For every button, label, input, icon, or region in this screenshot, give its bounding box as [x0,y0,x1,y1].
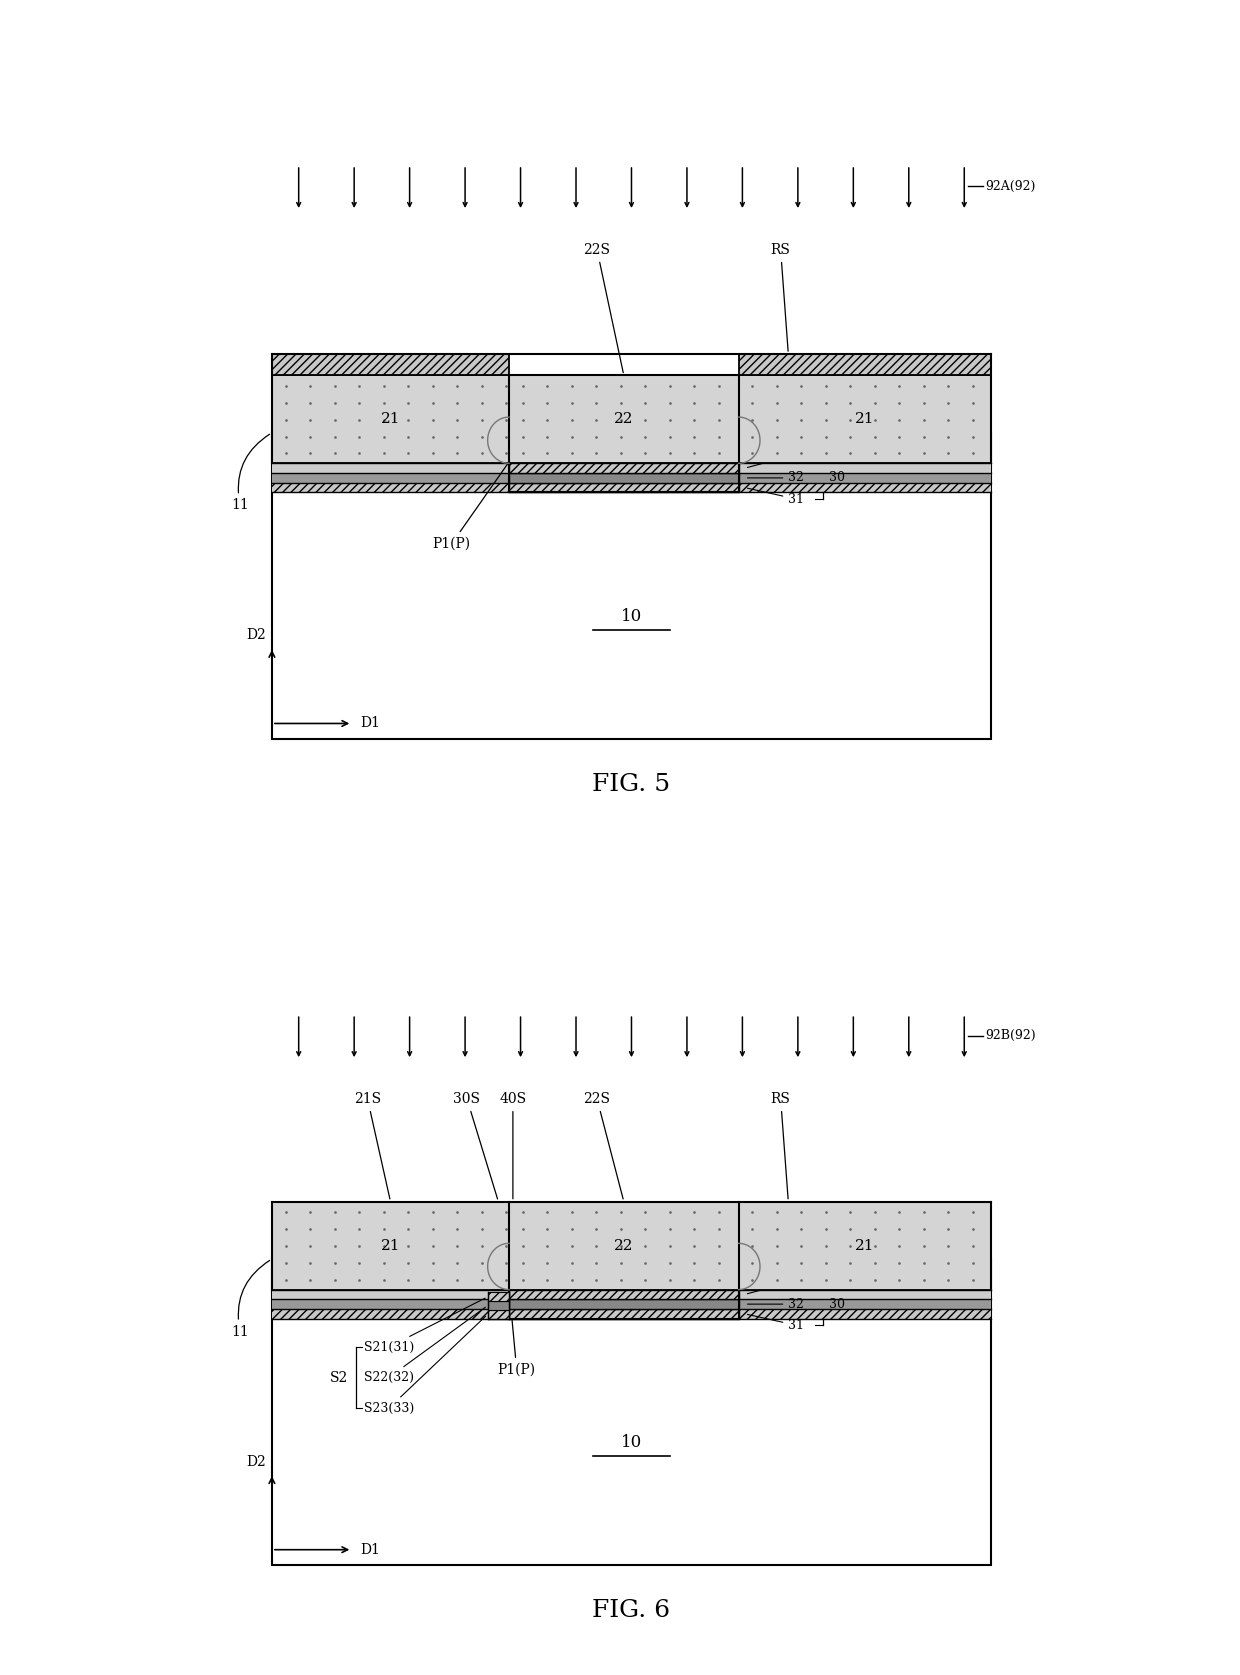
Bar [272,375,510,464]
Bar [487,1310,510,1318]
Text: 30: 30 [828,1298,844,1310]
Text: 22: 22 [614,1238,634,1253]
Bar [510,464,739,472]
Text: RS: RS [771,1092,791,1199]
Text: 92A(92): 92A(92) [986,179,1037,193]
Text: D2: D2 [247,1454,267,1469]
Text: 21: 21 [381,1238,401,1253]
Text: 22S: 22S [584,243,624,372]
Text: 21: 21 [381,412,401,427]
Bar [510,1308,739,1318]
Bar [272,432,991,739]
Text: 31: 31 [748,1315,805,1332]
Text: 92B(92): 92B(92) [986,1028,1037,1042]
Text: D2: D2 [247,628,267,643]
Bar [510,1201,739,1290]
Text: 22S: 22S [584,1092,624,1199]
Text: FIG. 5: FIG. 5 [593,774,671,796]
Bar [510,482,739,492]
Text: 33: 33 [748,1275,805,1293]
Text: S21(31): S21(31) [363,1298,485,1353]
Text: 10: 10 [621,1434,642,1451]
Text: 11: 11 [231,434,269,513]
Bar [272,464,991,472]
Bar [272,1201,510,1290]
Text: RS: RS [771,243,791,352]
Bar [510,1300,739,1308]
Text: S23(33): S23(33) [363,1317,486,1415]
Bar [739,375,991,464]
Text: 30: 30 [828,471,844,484]
Text: 22: 22 [614,412,634,427]
Bar [272,1260,991,1564]
Text: 11: 11 [231,1261,269,1338]
Text: 21: 21 [856,412,874,427]
Bar [739,353,991,375]
Bar [510,375,739,464]
Bar [487,1301,510,1310]
Bar [272,472,991,482]
Text: 21: 21 [856,1238,874,1253]
Bar [510,1290,739,1300]
Bar [272,1308,991,1318]
Text: 10: 10 [621,608,642,625]
Text: 32: 32 [748,471,805,484]
Text: S22(32): S22(32) [363,1306,485,1384]
Text: 40S: 40S [500,1092,527,1199]
Text: 21S: 21S [353,1092,389,1199]
Text: D1: D1 [360,717,379,730]
Text: 30S: 30S [454,1092,497,1199]
Text: P1(P): P1(P) [433,464,507,551]
Text: S2: S2 [330,1370,348,1385]
Text: 31: 31 [748,487,805,506]
Bar [487,1293,510,1301]
Text: P1(P): P1(P) [497,1291,536,1377]
Text: FIG. 6: FIG. 6 [593,1600,671,1623]
Text: D1: D1 [360,1543,379,1556]
Bar [272,1300,991,1308]
Bar [272,1290,991,1300]
Bar [272,353,510,375]
Text: 32: 32 [748,1298,805,1310]
Bar [510,472,739,482]
Bar [272,482,991,492]
Text: 33: 33 [748,447,805,467]
Bar [739,1201,991,1290]
